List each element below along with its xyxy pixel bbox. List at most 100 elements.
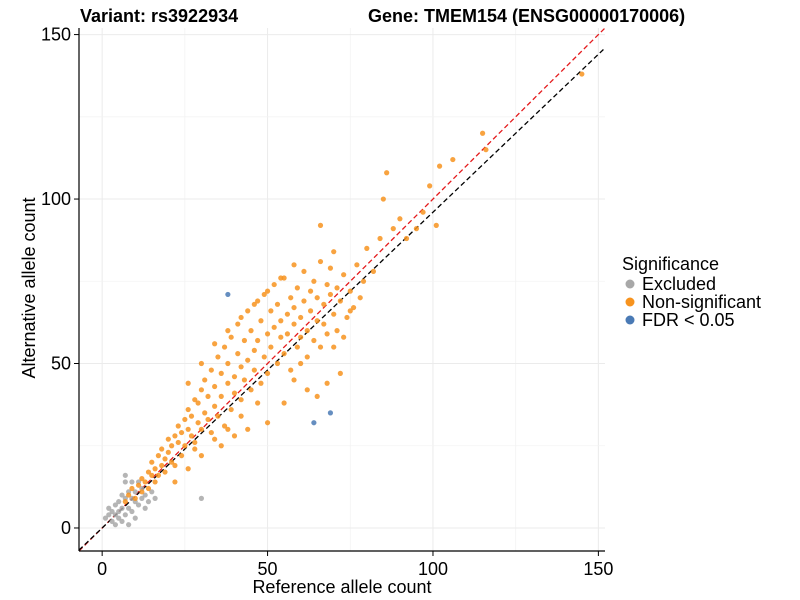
data-point — [139, 495, 145, 501]
data-point — [225, 328, 231, 334]
data-point — [238, 397, 244, 403]
data-point — [159, 446, 165, 452]
data-point — [238, 364, 244, 370]
data-point — [341, 272, 347, 278]
data-point — [337, 298, 343, 304]
x-axis-title: Reference allele count — [252, 577, 431, 597]
data-point — [317, 258, 324, 265]
data-point — [301, 298, 307, 304]
data-point — [321, 321, 327, 327]
data-point — [288, 367, 294, 373]
data-point — [327, 265, 334, 271]
data-point — [324, 331, 330, 337]
y-axis-title: Alternative allele count — [19, 197, 39, 378]
x-tick-label: 150 — [583, 559, 613, 579]
series-non-significant — [122, 71, 585, 505]
data-point — [192, 439, 198, 446]
data-point — [155, 453, 161, 459]
data-point — [142, 505, 148, 511]
data-point — [311, 420, 317, 426]
data-point — [145, 469, 152, 475]
data-point — [298, 314, 304, 321]
data-point — [255, 400, 261, 406]
data-point — [218, 443, 224, 449]
data-point — [245, 426, 251, 432]
data-point — [360, 278, 367, 284]
data-point — [314, 295, 320, 301]
data-point — [152, 495, 158, 501]
data-point — [225, 426, 231, 432]
data-point — [255, 337, 261, 344]
data-point — [436, 163, 443, 169]
data-point — [126, 492, 132, 498]
data-point — [380, 196, 386, 202]
data-point — [258, 318, 264, 324]
data-point — [116, 515, 122, 521]
identity-line — [78, 27, 606, 552]
data-point — [354, 262, 360, 268]
data-point — [178, 453, 185, 459]
data-point — [198, 360, 205, 367]
data-point — [294, 344, 300, 350]
data-point — [450, 156, 456, 163]
data-point — [152, 466, 158, 472]
data-point — [205, 416, 211, 423]
data-point — [218, 370, 224, 376]
data-point — [268, 308, 274, 314]
data-point — [483, 147, 489, 153]
data-point — [245, 357, 251, 363]
data-point — [162, 456, 168, 462]
data-point — [307, 288, 314, 294]
data-point — [278, 318, 284, 324]
legend-label: Excluded — [642, 274, 716, 294]
data-point — [327, 410, 334, 416]
data-point — [221, 423, 228, 429]
data-point — [264, 331, 271, 337]
y-tick-label: 0 — [61, 518, 71, 538]
data-point — [212, 436, 218, 442]
legend-key-0 — [625, 279, 635, 289]
data-point — [337, 370, 343, 376]
data-point — [142, 492, 148, 498]
data-point — [225, 291, 231, 298]
data-point — [185, 406, 191, 413]
data-point — [291, 304, 297, 311]
data-point — [261, 354, 267, 360]
data-point — [294, 285, 300, 291]
data-point — [122, 499, 128, 505]
data-point — [281, 351, 287, 357]
data-point — [198, 453, 205, 459]
data-point — [357, 295, 363, 301]
data-point — [251, 347, 257, 353]
data-point — [347, 308, 353, 314]
data-point — [390, 226, 396, 232]
data-point — [198, 426, 205, 432]
data-point — [162, 469, 168, 475]
data-point — [119, 505, 125, 511]
data-point — [102, 515, 109, 521]
data-point — [122, 479, 128, 485]
data-point — [139, 476, 145, 482]
data-point — [208, 367, 214, 373]
data-point — [248, 387, 254, 393]
data-point — [212, 383, 218, 390]
data-point — [245, 308, 251, 314]
data-point — [327, 291, 334, 298]
data-point — [159, 462, 165, 469]
data-point — [251, 367, 257, 373]
data-point — [149, 489, 155, 495]
data-point — [314, 318, 320, 324]
data-point — [208, 429, 214, 436]
data-point — [178, 429, 185, 436]
data-point — [106, 512, 112, 518]
data-point — [225, 380, 231, 386]
data-point — [109, 518, 115, 524]
data-point — [169, 443, 175, 449]
data-point — [403, 235, 410, 242]
data-point — [112, 522, 118, 528]
data-point — [132, 495, 138, 501]
data-point — [314, 393, 320, 400]
data-point — [228, 334, 234, 340]
data-point — [420, 209, 426, 215]
data-point — [152, 479, 158, 485]
